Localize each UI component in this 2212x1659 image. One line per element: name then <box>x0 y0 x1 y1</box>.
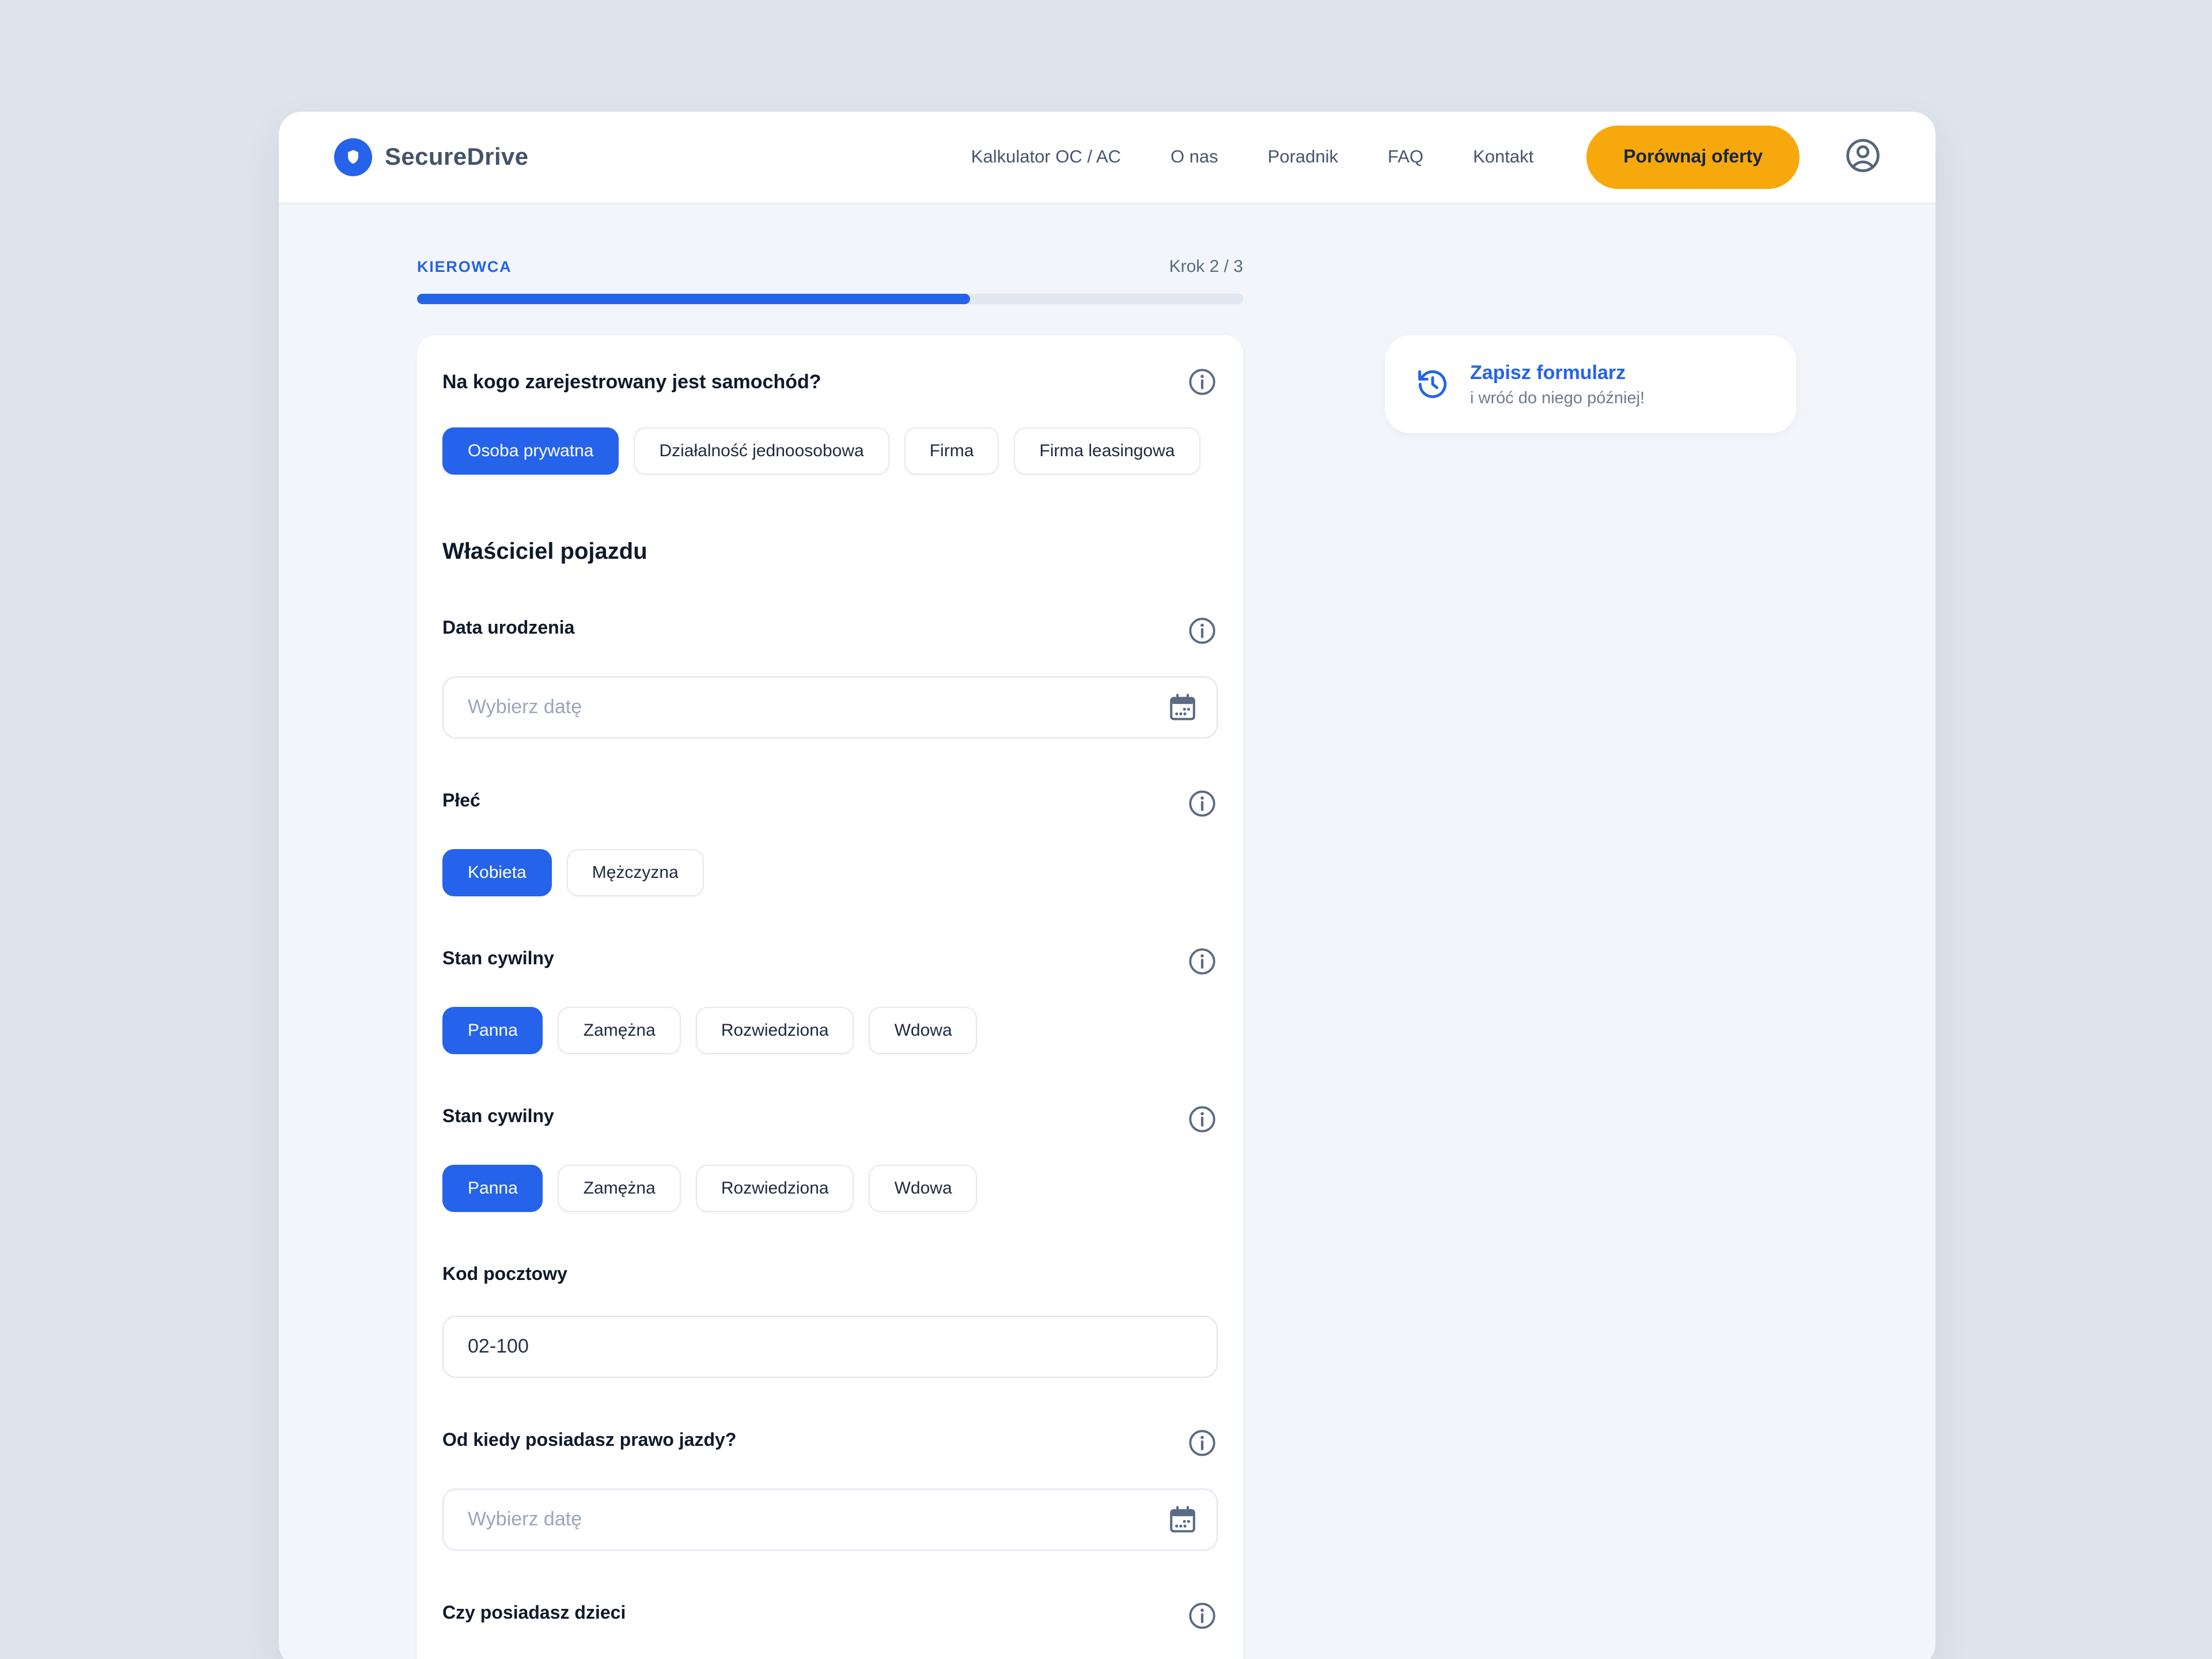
save-form-card[interactable]: Zapisz formularz i wróć do niego później… <box>1385 335 1796 433</box>
form-column: KIEROWCA Krok 2 / 3 Na kogo zarejestrowa… <box>417 257 1243 1659</box>
app-header: SecureDrive Kalkulator OC / AC O nas Por… <box>279 112 1936 204</box>
option-firma[interactable]: Firma <box>904 427 999 475</box>
calendar-icon[interactable] <box>1167 1504 1198 1535</box>
postal-code-field: Kod pocztowy <box>442 1265 1218 1378</box>
gender-field: Płeć Kobieta Mężczyzna <box>442 788 1218 896</box>
app-window: SecureDrive Kalkulator OC / AC O nas Por… <box>279 112 1936 1659</box>
license-date-input[interactable] <box>442 1488 1218 1551</box>
option-rozwiedziona[interactable]: Rozwiedziona <box>695 1007 854 1054</box>
option-osoba-prywatna[interactable]: Osoba prywatna <box>442 427 619 475</box>
info-icon[interactable] <box>1187 1427 1218 1459</box>
gender-label: Płeć <box>442 791 480 811</box>
option-panna[interactable]: Panna <box>442 1165 543 1212</box>
owner-section-heading: Właściciel pojazdu <box>442 539 647 565</box>
option-panna[interactable]: Panna <box>442 1007 543 1054</box>
nav-item-o-nas[interactable]: O nas <box>1170 147 1218 166</box>
history-icon <box>1415 366 1450 402</box>
birth-date-field: Data urodzenia <box>442 618 1218 738</box>
nav-item-kalkulator[interactable]: Kalkulator OC / AC <box>971 147 1121 166</box>
user-account-button[interactable] <box>1843 138 1883 177</box>
option-wdowa[interactable]: Wdowa <box>869 1165 978 1212</box>
option-kobieta[interactable]: Kobieta <box>442 849 552 896</box>
option-dzialalnosc-jednoosobowa[interactable]: Działalność jednoosobowa <box>634 427 889 475</box>
option-zamezna[interactable]: Zamężna <box>558 1165 681 1212</box>
nav-item-kontakt[interactable]: Kontakt <box>1473 147 1534 166</box>
app-body: KIEROWCA Krok 2 / 3 Na kogo zarejestrowa… <box>279 204 1936 1659</box>
brand-name: SecureDrive <box>385 143 529 170</box>
option-mezczyzna[interactable]: Mężczyzna <box>566 849 704 896</box>
children-field: Czy posiadasz dzieci Tak Nie <box>442 1603 1218 1659</box>
marital-status-label: Stan cywilny <box>442 1107 554 1127</box>
option-rozwiedziona[interactable]: Rozwiedziona <box>695 1165 854 1212</box>
compare-offers-button[interactable]: Porównaj oferty <box>1586 126 1800 189</box>
info-icon[interactable] <box>1187 615 1218 646</box>
option-zamezna[interactable]: Zamężna <box>558 1007 681 1054</box>
shield-icon <box>334 138 372 176</box>
main-nav: Kalkulator OC / AC O nas Poradnik FAQ Ko… <box>971 147 1533 168</box>
marital-status-field-2: Stan cywilny Panna Zamężna Rozwiedziona … <box>442 1104 1218 1212</box>
user-icon <box>1843 136 1883 179</box>
children-label: Czy posiadasz dzieci <box>442 1604 626 1623</box>
save-card-text: Zapisz formularz i wróć do niego później… <box>1470 361 1645 407</box>
save-form-title: Zapisz formularz <box>1470 361 1626 383</box>
license-date-label: Od kiedy posiadasz prawo jazdy? <box>442 1431 737 1450</box>
registered-options: Osoba prywatna Działalność jednoosobowa … <box>442 427 1218 475</box>
progress-step-label: Krok 2 / 3 <box>1169 257 1243 276</box>
progress-bar <box>417 294 1243 304</box>
progress-bar-fill <box>417 294 971 304</box>
progress-section-label: KIEROWCA <box>417 258 512 275</box>
progress-header: KIEROWCA Krok 2 / 3 <box>417 257 1243 276</box>
nav-item-faq[interactable]: FAQ <box>1388 147 1424 166</box>
info-icon[interactable] <box>1187 788 1218 819</box>
marital-status-options-2: Panna Zamężna Rozwiedziona Wdowa <box>442 1165 1218 1212</box>
sidebar: Zapisz formularz i wróć do niego później… <box>1385 257 1796 1659</box>
option-wdowa[interactable]: Wdowa <box>869 1007 978 1054</box>
info-icon[interactable] <box>1187 366 1218 397</box>
postal-code-label: Kod pocztowy <box>442 1265 567 1285</box>
info-icon[interactable] <box>1187 1104 1218 1135</box>
postal-code-input[interactable] <box>442 1316 1218 1378</box>
gender-options: Kobieta Mężczyzna <box>442 849 1218 896</box>
license-date-field: Od kiedy posiadasz prawo jazdy? <box>442 1430 1218 1551</box>
driver-form-card: Na kogo zarejestrowany jest samochód? Os… <box>417 335 1243 1659</box>
registered-question-row: Na kogo zarejestrowany jest samochód? <box>442 369 1218 397</box>
info-icon[interactable] <box>1187 1600 1218 1631</box>
option-firma-leasingowa[interactable]: Firma leasingowa <box>1014 427 1200 475</box>
birth-date-label: Data urodzenia <box>442 619 575 638</box>
brand-logo[interactable]: SecureDrive <box>334 138 529 176</box>
marital-status-field-1: Stan cywilny Panna Zamężna Rozwiedziona … <box>442 946 1218 1054</box>
calendar-icon[interactable] <box>1167 692 1198 723</box>
birth-date-input[interactable] <box>442 676 1218 738</box>
marital-status-options-1: Panna Zamężna Rozwiedziona Wdowa <box>442 1007 1218 1054</box>
marital-status-label: Stan cywilny <box>442 949 554 969</box>
nav-item-poradnik[interactable]: Poradnik <box>1267 147 1339 166</box>
info-icon[interactable] <box>1187 946 1218 977</box>
save-form-subtitle: i wróć do niego później! <box>1470 389 1645 407</box>
registered-question-title: Na kogo zarejestrowany jest samochód? <box>442 371 821 393</box>
